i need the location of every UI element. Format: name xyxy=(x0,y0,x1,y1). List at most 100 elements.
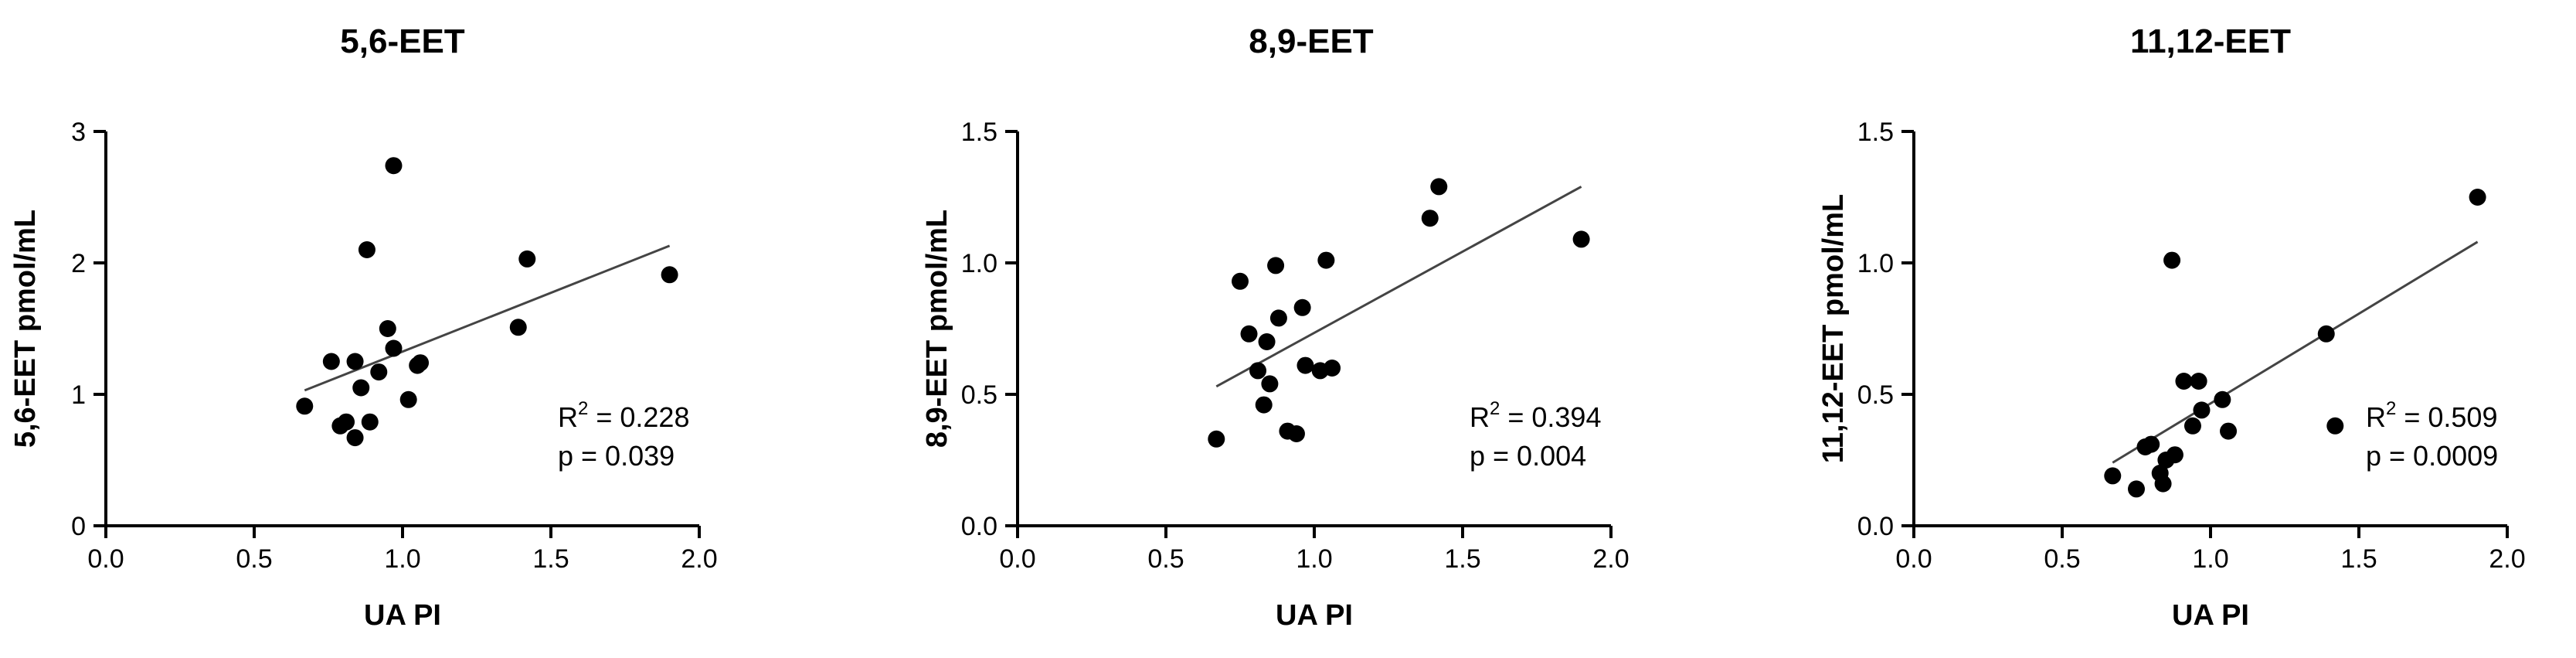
p-value-label: p = 0.039 xyxy=(558,440,675,472)
x-tick-label: 0.0 xyxy=(87,544,124,574)
x-tick-label: 2.0 xyxy=(2489,544,2525,574)
data-point xyxy=(2317,325,2335,343)
y-tick-label: 1.5 xyxy=(961,118,997,147)
r-squared-superscript: 2 xyxy=(578,398,588,419)
data-point xyxy=(2220,422,2238,440)
data-point xyxy=(2214,390,2231,408)
x-tick-label: 1.0 xyxy=(2192,544,2228,574)
data-point xyxy=(1258,333,1276,350)
y-tick-label: 3 xyxy=(71,118,86,147)
chart-title: 5,6-EET xyxy=(340,22,465,60)
y-tick-label: 0.5 xyxy=(961,380,997,410)
data-point xyxy=(1261,375,1279,393)
regression-line xyxy=(304,244,671,392)
r-squared-symbol: R xyxy=(558,401,578,433)
y-tick-label: 1.0 xyxy=(961,249,997,278)
data-point xyxy=(661,266,678,284)
data-point xyxy=(2175,373,2193,390)
data-point xyxy=(1324,360,1341,377)
y-tick-label: 0.0 xyxy=(1857,512,1894,541)
x-tick-label: 1.5 xyxy=(2340,544,2377,574)
data-point xyxy=(338,413,355,431)
r-squared-superscript: 2 xyxy=(2386,398,2396,419)
chart-title: 11,12-EET xyxy=(2130,22,2291,60)
y-tick-label: 1.5 xyxy=(1857,118,1894,147)
x-tick-label: 1.5 xyxy=(1444,544,1480,574)
data-point xyxy=(2104,467,2122,485)
data-point xyxy=(1269,309,1287,327)
y-tick-label: 1 xyxy=(71,380,86,410)
data-point xyxy=(1249,362,1267,380)
data-point xyxy=(1421,210,1439,227)
regression-line xyxy=(1215,186,1582,388)
data-point xyxy=(1208,430,1225,448)
r-squared-value: = 0.394 xyxy=(1500,401,1601,433)
chart-title: 8,9-EET xyxy=(1249,22,1374,60)
data-point xyxy=(1572,230,1590,248)
y-tick-label: 1.0 xyxy=(1857,249,1894,278)
r-squared-symbol: R xyxy=(2366,401,2386,433)
data-point xyxy=(509,319,527,336)
regression-line xyxy=(2112,240,2479,464)
data-point xyxy=(296,397,314,415)
data-point xyxy=(322,353,340,370)
r-squared-label: R2 = 0.228 xyxy=(558,398,689,433)
y-axis-title: 11,12-EET pmol/mL xyxy=(1817,194,1850,463)
data-point xyxy=(346,429,364,447)
x-axis-title: UA PI xyxy=(364,599,441,632)
data-point xyxy=(1232,272,1249,290)
data-point xyxy=(2326,417,2344,435)
r-squared-label: R2 = 0.394 xyxy=(1470,398,1601,433)
data-point xyxy=(2193,401,2211,419)
data-point xyxy=(1430,178,1448,196)
data-point xyxy=(2190,373,2207,390)
x-tick-label: 2.0 xyxy=(681,544,717,574)
x-tick-label: 0.5 xyxy=(236,544,272,574)
x-tick-label: 1.0 xyxy=(1296,544,1332,574)
data-point xyxy=(2469,189,2486,206)
data-point xyxy=(385,339,403,357)
data-point xyxy=(2143,435,2160,453)
data-point xyxy=(2154,475,2172,493)
y-axis-title: 8,9-EET pmol/mL xyxy=(921,210,953,448)
data-point xyxy=(1255,396,1273,414)
x-axis-title: UA PI xyxy=(2172,599,2249,632)
data-point xyxy=(412,354,430,372)
chart-panel-2: 8,9-EET 0.0 0.5 1.0 1.5 0.0 0.5 1.0 1.5 2.0 UA PI 8… xyxy=(921,22,1630,632)
data-point xyxy=(2163,251,2181,269)
data-point xyxy=(361,413,379,431)
x-tick-label: 0.0 xyxy=(1895,544,1932,574)
p-value-label: p = 0.0009 xyxy=(2366,440,2498,472)
data-point xyxy=(358,241,376,258)
data-point xyxy=(1267,257,1285,274)
chart-panel-3: 11,12-EET 0.0 0.5 1.0 1.5 0.0 0.5 1.0 1.5 2.0 UA P… xyxy=(1817,22,2526,632)
data-point xyxy=(1317,251,1335,269)
r-squared-symbol: R xyxy=(1470,401,1490,433)
chart-panel-1: 5,6-EET 0 1 2 3 0.0 0.5 1.0 1.5 2.0 UA PI 5,6-EET p… xyxy=(9,22,718,632)
data-point xyxy=(399,390,417,408)
data-point xyxy=(379,320,396,337)
x-tick-label: 0.0 xyxy=(999,544,1035,574)
y-tick-label: 2 xyxy=(71,249,86,278)
x-tick-label: 2.0 xyxy=(1592,544,1629,574)
x-tick-label: 1.5 xyxy=(532,544,569,574)
r-squared-value: = 0.228 xyxy=(588,401,689,433)
x-axis-title: UA PI xyxy=(1276,599,1353,632)
data-point xyxy=(1240,325,1258,343)
data-point xyxy=(1287,425,1305,442)
r-squared-label: R2 = 0.509 xyxy=(2366,398,2497,433)
data-point xyxy=(2166,446,2183,464)
data-point xyxy=(1293,298,1311,316)
y-tick-label: 0 xyxy=(71,512,86,541)
data-point xyxy=(2183,417,2201,435)
data-point xyxy=(370,363,388,381)
x-tick-label: 1.0 xyxy=(384,544,420,574)
r-squared-value: = 0.509 xyxy=(2396,401,2497,433)
data-point xyxy=(352,379,370,397)
data-point xyxy=(385,157,403,175)
data-point xyxy=(1296,356,1314,374)
x-tick-label: 0.5 xyxy=(2044,544,2080,574)
y-tick-label: 0.5 xyxy=(1857,380,1894,410)
data-point xyxy=(2128,480,2145,498)
